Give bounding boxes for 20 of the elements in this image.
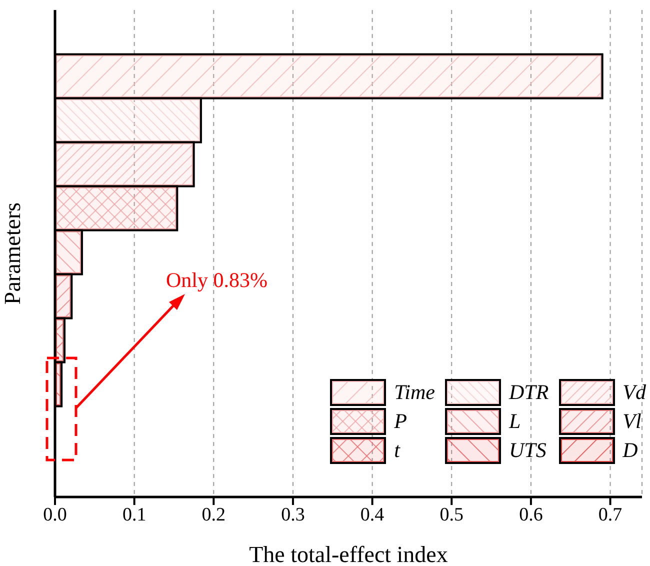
x-tick-label: 0.3 [281, 504, 305, 526]
legend-label: L [508, 409, 521, 434]
x-tick-label: 0.2 [202, 504, 226, 526]
legend-label: t [394, 438, 400, 463]
x-tick-label: 0.0 [43, 504, 67, 526]
x-axis-title: The total-effect index [249, 542, 448, 566]
x-tick-label: 0.1 [122, 504, 146, 526]
y-axis-title: Parameters [0, 202, 26, 305]
annotation: Only 0.83% [166, 268, 268, 293]
legend-label: Vl [622, 409, 642, 434]
x-tick-label: 0.7 [598, 504, 622, 526]
x-tick-label: 0.4 [360, 504, 385, 526]
legend-label: DTR [508, 380, 549, 405]
x-tick-label: 0.6 [519, 504, 543, 526]
legend-label: P [394, 409, 407, 434]
legend-label: UTS [508, 438, 546, 463]
x-tick-label: 0.5 [440, 504, 464, 526]
legend-label: D [622, 438, 638, 463]
legend-label: Time [394, 380, 435, 405]
legend-label: Vd [622, 380, 646, 405]
